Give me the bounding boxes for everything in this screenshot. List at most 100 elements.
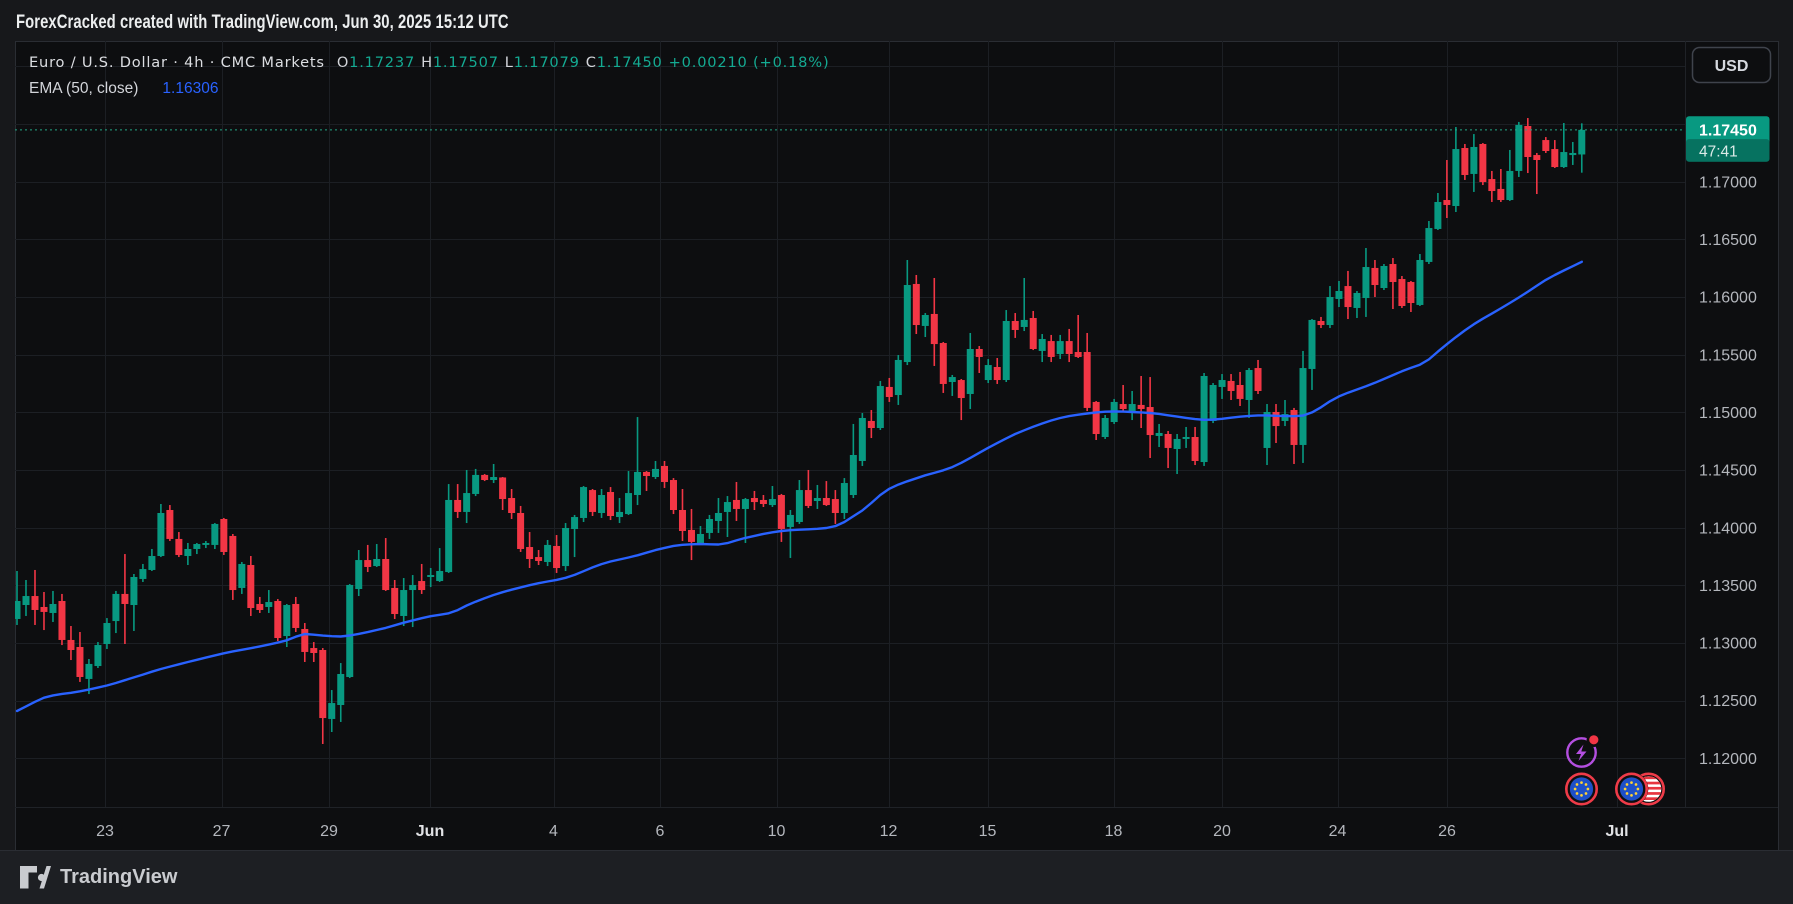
candle[interactable] — [31, 569, 39, 625]
candle[interactable] — [759, 495, 767, 507]
candle[interactable] — [1056, 334, 1064, 360]
candle[interactable] — [265, 590, 273, 613]
candle[interactable] — [274, 599, 282, 642]
candle[interactable] — [1173, 434, 1181, 475]
candle[interactable] — [1101, 414, 1109, 439]
candle[interactable] — [22, 580, 30, 616]
indicator-legend-row[interactable]: EMA (50, close) 1.16306 — [29, 79, 829, 99]
candle[interactable] — [454, 484, 462, 518]
candle[interactable] — [777, 493, 785, 542]
candle[interactable] — [580, 486, 588, 522]
candle[interactable] — [364, 544, 372, 573]
candle[interactable] — [247, 556, 255, 616]
candle[interactable] — [1236, 371, 1244, 406]
candle[interactable] — [76, 632, 84, 682]
candle[interactable] — [1290, 407, 1298, 464]
candle[interactable] — [58, 593, 66, 646]
candle[interactable] — [625, 471, 633, 515]
candle[interactable] — [867, 410, 875, 439]
candle[interactable] — [795, 480, 803, 524]
candle[interactable] — [499, 477, 507, 510]
candle[interactable] — [481, 474, 489, 482]
candle[interactable] — [382, 538, 390, 591]
candle[interactable] — [1254, 359, 1262, 394]
candle[interactable] — [643, 471, 651, 491]
candle[interactable] — [1092, 401, 1100, 440]
candle[interactable] — [1020, 277, 1028, 332]
candle[interactable] — [1425, 221, 1433, 265]
time-axis[interactable]: 23 27 29 Jun 4 6 10 12 15 18 20 24 26 Jul — [96, 823, 1628, 840]
candle[interactable] — [355, 550, 363, 597]
candle[interactable] — [858, 413, 866, 466]
candle[interactable] — [310, 642, 318, 662]
candle[interactable] — [1488, 170, 1496, 202]
candle[interactable] — [319, 648, 327, 744]
candle[interactable] — [1065, 328, 1073, 363]
candle[interactable] — [400, 578, 408, 627]
candle[interactable] — [1083, 332, 1091, 412]
candle[interactable] — [687, 508, 695, 561]
candle[interactable] — [616, 498, 624, 524]
candle[interactable] — [984, 359, 992, 384]
candle[interactable] — [1182, 426, 1190, 448]
candle[interactable] — [67, 626, 75, 661]
candle[interactable] — [1209, 383, 1217, 424]
candle[interactable] — [103, 618, 111, 649]
candle[interactable] — [112, 590, 120, 634]
candle[interactable] — [535, 550, 543, 566]
candle[interactable] — [1281, 399, 1289, 427]
candle[interactable] — [840, 478, 848, 519]
candle[interactable] — [220, 517, 228, 555]
candle[interactable] — [1128, 390, 1136, 421]
candle[interactable] — [1389, 258, 1397, 309]
candle[interactable] — [705, 514, 713, 539]
candle[interactable] — [544, 539, 552, 567]
candle[interactable] — [418, 563, 426, 594]
candle[interactable] — [553, 535, 561, 573]
boost-button[interactable] — [1566, 732, 1602, 768]
candle[interactable] — [813, 484, 821, 509]
candle[interactable] — [885, 377, 893, 402]
candle[interactable] — [939, 341, 947, 393]
candle[interactable] — [1506, 149, 1514, 201]
candle[interactable] — [292, 596, 300, 633]
candle[interactable] — [373, 544, 381, 567]
candle[interactable] — [562, 523, 570, 571]
candle[interactable] — [1578, 123, 1586, 173]
candle[interactable] — [912, 274, 920, 335]
candle[interactable] — [589, 489, 597, 516]
candle[interactable] — [975, 346, 983, 373]
candle[interactable] — [849, 423, 857, 499]
candle[interactable] — [571, 514, 579, 558]
candle[interactable] — [1326, 286, 1334, 329]
candle[interactable] — [1227, 374, 1235, 400]
symbol-legend-row[interactable]: Euro / U.S. Dollar · 4h · CMC Markets O1… — [29, 52, 829, 72]
candle[interactable] — [723, 496, 731, 537]
candle[interactable] — [1434, 192, 1442, 231]
candle[interactable] — [1011, 313, 1019, 338]
candle[interactable] — [157, 504, 165, 558]
candle[interactable] — [211, 523, 219, 549]
candle[interactable] — [678, 489, 686, 542]
candle[interactable] — [1479, 143, 1487, 186]
candle[interactable] — [1407, 280, 1415, 312]
price-axis[interactable]: 1.17000 1.16500 1.16000 1.15500 1.15000 1.145… — [1699, 174, 1757, 768]
candle[interactable] — [49, 590, 57, 622]
candle[interactable] — [1218, 374, 1226, 399]
candle[interactable] — [490, 463, 498, 484]
candle[interactable] — [40, 591, 48, 631]
candle[interactable] — [1119, 384, 1127, 412]
candle[interactable] — [202, 541, 210, 549]
candle[interactable] — [1497, 169, 1505, 202]
candle[interactable] — [669, 478, 677, 515]
candle[interactable] — [283, 603, 291, 647]
candle[interactable] — [238, 562, 246, 594]
candle[interactable] — [993, 358, 1001, 384]
candle[interactable] — [1470, 134, 1478, 192]
candle[interactable] — [445, 484, 453, 573]
candle[interactable] — [346, 584, 354, 679]
candle[interactable] — [1515, 121, 1523, 177]
candle[interactable] — [1191, 426, 1199, 466]
candle[interactable] — [436, 548, 444, 582]
candle[interactable] — [1038, 334, 1046, 363]
